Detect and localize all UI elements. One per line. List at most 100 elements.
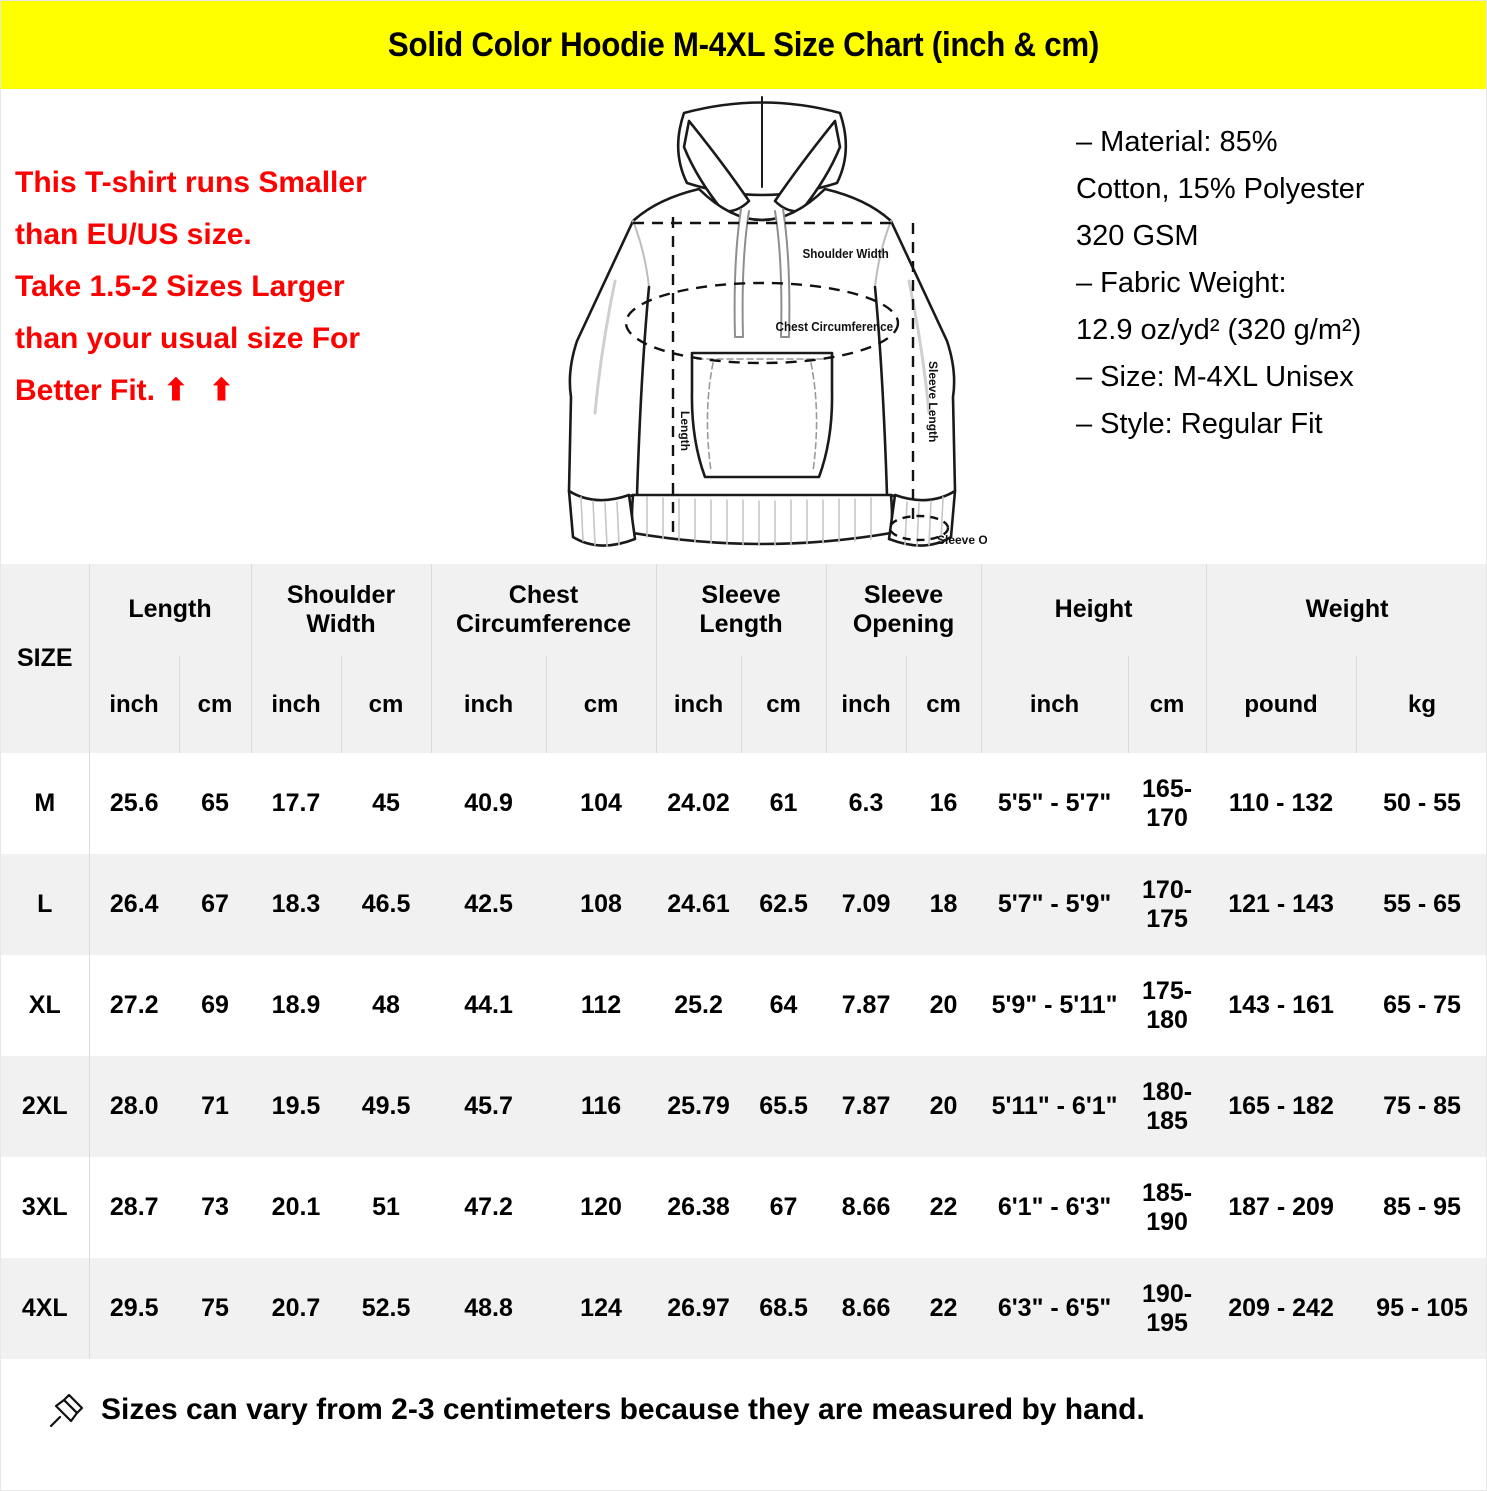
pushpin-icon: [49, 1393, 84, 1427]
table-row: L 26.4 67 18.3 46.5 42.5 108 24.61 62.5 7.09 18 5'7…: [1, 854, 1486, 955]
cell-height-cm: 165-170: [1128, 753, 1207, 854]
chest-circumference-guide: [624, 281, 900, 365]
cell-sleeve-opening-cm: 16: [906, 753, 982, 854]
unit-sleeve-opening-inch: inch: [826, 656, 907, 753]
unit-shoulder-inch: inch: [251, 656, 342, 753]
spec-line-7: – Style: Regular Fit: [1076, 407, 1323, 440]
cell-length-inch: 26.4: [89, 854, 179, 955]
unit-chest-cm: cm: [546, 656, 657, 753]
cell-sleeve-opening-inch: 8.66: [826, 1157, 907, 1258]
cell-size: 3XL: [1, 1157, 90, 1258]
header-group-shoulder-width: Shoulder Width: [251, 564, 432, 656]
group-header-row: SIZE Length Shoulder Width Chest Circumf…: [1, 564, 1486, 753]
sizing-warning-note: This T-shirt runs Smaller than EU/US siz…: [15, 157, 485, 416]
cell-sleeve-length-inch: 24.02: [656, 753, 742, 854]
cell-sleeve-length-inch: 25.2: [656, 955, 742, 1056]
cell-length-cm: 75: [179, 1258, 252, 1359]
cell-sleeve-length-cm: 61: [741, 753, 827, 854]
cell-shoulder-cm: 51: [341, 1157, 432, 1258]
cell-sleeve-opening-cm: 18: [906, 854, 982, 955]
cell-weight-pound: 187 - 209: [1206, 1157, 1357, 1258]
size-table: SIZE Length Shoulder Width Chest Circumf…: [1, 564, 1486, 1359]
cell-sleeve-length-cm: 67: [741, 1157, 827, 1258]
cell-chest-cm: 124: [546, 1258, 657, 1359]
cell-length-inch: 29.5: [89, 1258, 179, 1359]
page-title: Solid Color Hoodie M-4XL Size Chart (inc…: [387, 25, 1100, 64]
unit-header-row: inch cm inch cm inch cm inch cm inch cm …: [1, 656, 1486, 753]
cell-length-inch: 28.7: [89, 1157, 179, 1258]
unit-weight-kg: kg: [1356, 656, 1486, 753]
unit-chest-inch: inch: [431, 656, 547, 753]
unit-length-cm: cm: [179, 656, 252, 753]
unit-height-cm: cm: [1128, 656, 1207, 753]
cell-length-cm: 65: [179, 753, 252, 854]
unit-sleeve-length-cm: cm: [741, 656, 827, 753]
product-specs: – Material: 85% Cotton, 15% Polyester 32…: [1076, 119, 1476, 448]
cell-weight-kg: 55 - 65: [1356, 854, 1486, 955]
cell-height-inch: 5'7" - 5'9": [981, 854, 1129, 955]
cell-sleeve-length-inch: 26.97: [656, 1258, 742, 1359]
cell-sleeve-opening-cm: 20: [906, 955, 982, 1056]
cell-sleeve-opening-inch: 8.66: [826, 1258, 907, 1359]
cell-height-inch: 5'11" - 6'1": [981, 1056, 1129, 1157]
spec-line-6: – Size: M-4XL Unisex: [1076, 360, 1354, 393]
footer-note: Sizes can vary from 2-3 centimeters beca…: [1, 1359, 1486, 1460]
cell-height-cm: 170-175: [1128, 854, 1207, 955]
cell-weight-kg: 95 - 105: [1356, 1258, 1486, 1359]
cell-sleeve-opening-cm: 22: [906, 1258, 982, 1359]
cell-sleeve-opening-cm: 22: [906, 1157, 982, 1258]
cell-height-cm: 185-190: [1128, 1157, 1207, 1258]
header-group-weight: Weight: [1206, 564, 1486, 656]
cell-weight-pound: 121 - 143: [1206, 854, 1357, 955]
cell-shoulder-inch: 18.3: [251, 854, 342, 955]
cell-sleeve-length-inch: 26.38: [656, 1157, 742, 1258]
cell-shoulder-cm: 49.5: [341, 1056, 432, 1157]
cell-chest-cm: 108: [546, 854, 657, 955]
up-arrow-icon: ⬆ ⬆: [163, 373, 240, 407]
title-band: Solid Color Hoodie M-4XL Size Chart (inc…: [1, 1, 1486, 89]
cell-size: 4XL: [1, 1258, 90, 1359]
table-head: SIZE Length Shoulder Width Chest Circumf…: [1, 564, 1486, 753]
cell-chest-inch: 44.1: [431, 955, 547, 1056]
cell-chest-inch: 45.7: [431, 1056, 547, 1157]
cell-length-inch: 25.6: [89, 753, 179, 854]
cell-height-cm: 175-180: [1128, 955, 1207, 1056]
cell-size: 2XL: [1, 1056, 90, 1157]
cell-weight-kg: 65 - 75: [1356, 955, 1486, 1056]
unit-length-inch: inch: [89, 656, 180, 753]
chest-circumference-label: Chest Circumference: [776, 319, 894, 334]
cell-size: L: [1, 854, 90, 955]
cell-size: M: [1, 753, 90, 854]
cell-sleeve-length-inch: 25.79: [656, 1056, 742, 1157]
table-row: 3XL 28.7 73 20.1 51 47.2 120 26.38 67 8.66 22 6'1" …: [1, 1157, 1486, 1258]
cell-weight-pound: 110 - 132: [1206, 753, 1357, 854]
cell-sleeve-length-cm: 68.5: [741, 1258, 827, 1359]
cell-shoulder-cm: 48: [341, 955, 432, 1056]
cell-shoulder-inch: 17.7: [251, 753, 342, 854]
spec-line-2: Cotton, 15% Polyester: [1076, 172, 1365, 205]
table-row: 2XL 28.0 71 19.5 49.5 45.7 116 25.79 65.5 7.87 20 5…: [1, 1056, 1486, 1157]
cell-sleeve-opening-inch: 6.3: [826, 753, 907, 854]
cell-height-inch: 5'9" - 5'11": [981, 955, 1129, 1056]
hero-section: This T-shirt runs Smaller than EU/US siz…: [1, 89, 1486, 564]
cell-sleeve-opening-cm: 20: [906, 1056, 982, 1157]
cell-weight-pound: 165 - 182: [1206, 1056, 1357, 1157]
cell-length-cm: 69: [179, 955, 252, 1056]
unit-shoulder-cm: cm: [341, 656, 432, 753]
cell-shoulder-inch: 20.7: [251, 1258, 342, 1359]
warning-line-2: than EU/US size.: [15, 217, 252, 251]
cell-weight-kg: 50 - 55: [1356, 753, 1486, 854]
cell-chest-inch: 42.5: [431, 854, 547, 955]
cell-chest-inch: 47.2: [431, 1157, 547, 1258]
spec-line-5: 12.9 oz/yd² (320 g/m²): [1076, 313, 1362, 346]
cell-height-inch: 6'1" - 6'3": [981, 1157, 1129, 1258]
unit-sleeve-opening-cm: cm: [906, 656, 982, 753]
unit-height-inch: inch: [981, 656, 1129, 753]
shoulder-width-label: Shoulder Width: [803, 246, 889, 261]
warning-line-3: Take 1.5-2 Sizes Larger: [15, 269, 345, 303]
warning-line-5: Better Fit. ⬆ ⬆: [15, 365, 485, 417]
cell-height-inch: 6'3" - 6'5": [981, 1258, 1129, 1359]
table-row: 4XL 29.5 75 20.7 52.5 48.8 124 26.97 68.5 8.66 22 6…: [1, 1258, 1486, 1359]
cell-weight-kg: 75 - 85: [1356, 1056, 1486, 1157]
